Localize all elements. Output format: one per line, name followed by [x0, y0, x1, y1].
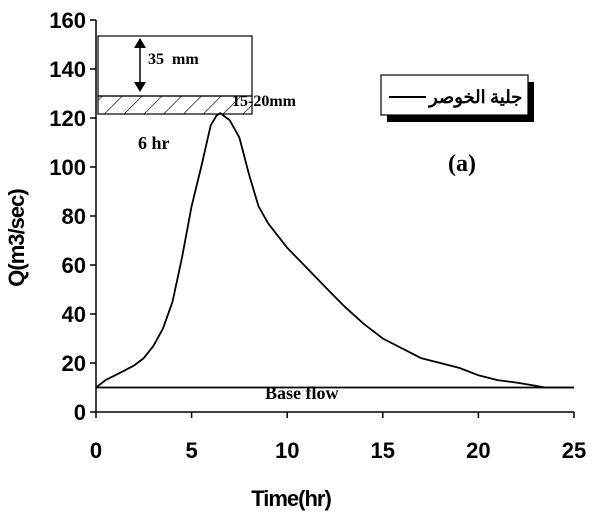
y-axis-title: Q(m3/sec) [4, 189, 29, 287]
rainfall-inset: 35 mm 15-20mm 6 hr [97, 35, 297, 153]
x-tick-label: 0 [90, 438, 102, 463]
base-flow-label: Base flow [265, 383, 339, 403]
duration-label: 6 hr [138, 133, 170, 153]
y-ticks: 0 20 40 60 80 100 120 140 160 [49, 8, 96, 425]
panel-label: (a) [448, 151, 476, 177]
depth-arrow-head-top [134, 38, 146, 48]
y-tick-label: 140 [49, 57, 86, 82]
y-tick-label: 160 [49, 8, 86, 33]
legend-label: جلية الخوصر [427, 87, 522, 108]
x-tick-label: 20 [466, 438, 490, 463]
hydrograph-line [95, 112, 574, 389]
series-group [95, 112, 574, 389]
loss-depth-label: 15-20mm [232, 93, 297, 110]
y-tick-label: 80 [62, 204, 86, 229]
y-tick-label: 60 [62, 253, 86, 278]
y-tick-label: 120 [49, 106, 86, 131]
x-tick-label: 10 [275, 438, 299, 463]
y-tick-label: 40 [62, 302, 86, 327]
rain-box [97, 35, 253, 97]
loss-hatched-band [97, 95, 253, 115]
x-tick-label: 15 [371, 438, 395, 463]
x-tick-label: 25 [562, 438, 586, 463]
y-tick-label: 20 [62, 351, 86, 376]
rain-depth-label: 35 mm [148, 51, 199, 68]
x-ticks: 0 5 10 15 20 25 [90, 412, 586, 463]
y-tick-label: 0 [74, 400, 86, 425]
legend-box [380, 74, 529, 116]
x-tick-label: 5 [185, 438, 197, 463]
y-tick-label: 100 [49, 155, 86, 180]
depth-arrow-head-bottom [134, 82, 146, 92]
legend: جلية الخوصر [380, 74, 534, 122]
x-axis-title: Time(hr) [251, 486, 331, 511]
